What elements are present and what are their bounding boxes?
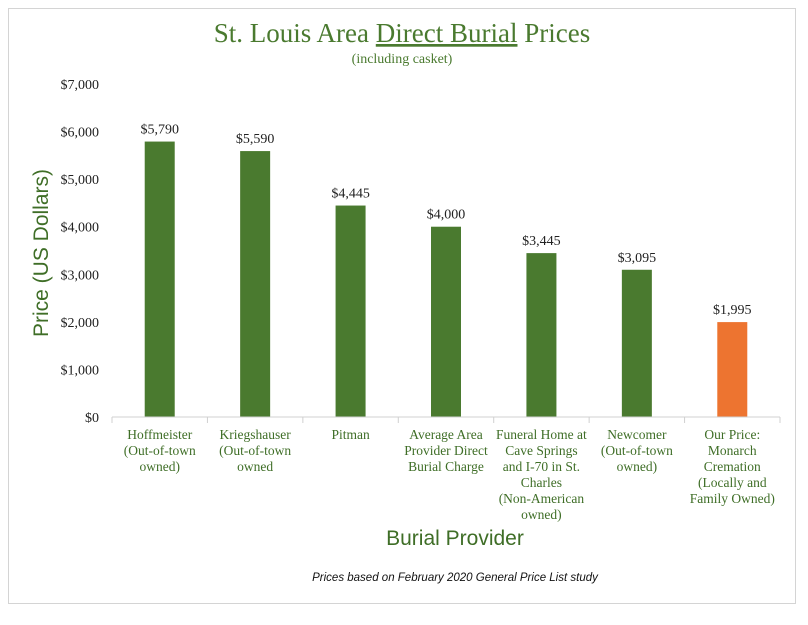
y-axis-title: Price (US Dollars) — [30, 169, 53, 337]
bar — [335, 205, 366, 417]
x-tick-label-line: Kriegshauser — [220, 427, 292, 442]
data-label: $3,445 — [522, 234, 561, 249]
x-tick-label-line: (Out-of-town — [601, 443, 673, 458]
x-tick-label-line: Average Area — [409, 427, 483, 442]
x-axis: Hoffmeister (Out-of-town owned)Kriegshause… — [111, 416, 781, 522]
x-tick-label-line: Provider Direct — [404, 443, 488, 458]
x-tick-label: Hoffmeister (Out-of-town owned) — [124, 427, 196, 474]
chart-title-part: Direct Burial — [376, 18, 518, 48]
x-tick-label: Kriegshauser (Out-of-town owned — [219, 427, 291, 474]
y-tick-label: $0 — [85, 411, 99, 426]
y-axis: $0 $1,000 $2,000 $3,000 $4,000 $5,000 $6,000 $7… — [61, 78, 100, 426]
x-tick-label-line: Pitman — [331, 427, 370, 442]
x-tick-label-line: and I-70 in St. — [503, 459, 580, 474]
x-tick-label-line: Hoffmeister — [127, 427, 192, 442]
x-tick-label-line: (Out-of-town — [124, 443, 196, 458]
x-tick-label-line: owned) — [521, 507, 562, 522]
y-tick-label: $6,000 — [61, 126, 100, 141]
x-tick-label-line: owned) — [617, 459, 658, 474]
x-tick-label-line: Burial Charge — [408, 459, 484, 474]
x-tick-label: Pitman — [331, 427, 370, 442]
y-tick-label: $3,000 — [61, 268, 100, 283]
x-tick-label-line: Family Owned) — [690, 491, 775, 506]
chart-title-part: St. Louis Area — [214, 18, 376, 48]
x-tick-label-line: (Locally and — [698, 475, 767, 490]
bar — [144, 141, 175, 417]
data-label: $5,590 — [236, 132, 275, 147]
x-tick-label-line: Cave Springs — [505, 443, 577, 458]
data-label: $4,000 — [427, 208, 466, 223]
data-label: $5,790 — [140, 123, 179, 138]
bar — [431, 226, 461, 417]
chart-subtitle: (including casket) — [352, 52, 453, 67]
x-tick-label-line: Cremation — [704, 459, 761, 474]
bar — [526, 253, 557, 417]
x-tick-label-line: Monarch — [708, 443, 757, 458]
y-tick-label: $4,000 — [61, 221, 100, 236]
bars: $5,790 $5,590 $4,445 $4,000 $3,445 $3,095 $1,9… — [140, 123, 752, 417]
chart-title-part: Prices — [517, 18, 590, 48]
x-axis-title: Burial Provider — [386, 527, 524, 550]
y-tick-label: $7,000 — [61, 78, 100, 93]
x-tick-label: Newcomer (Out-of-town owned) — [601, 427, 673, 474]
x-tick-label: Funeral Home at Cave Springs and I-70 in S… — [496, 427, 587, 522]
data-label: $3,095 — [618, 251, 657, 266]
x-tick-label-line: Our Price: — [704, 427, 760, 442]
x-tick-label-line: (Out-of-town — [219, 443, 291, 458]
data-label: $4,445 — [331, 187, 370, 202]
footnote: Prices based on February 2020 General Pr… — [312, 572, 599, 584]
bar — [717, 322, 748, 417]
y-tick-label: $5,000 — [61, 173, 100, 188]
bar — [621, 269, 652, 417]
x-tick-label: Our Price: Monarch Cremation (Locally and Fa… — [690, 427, 775, 506]
chart-title: St. Louis Area Direct Burial Prices — [214, 18, 590, 48]
y-tick-label: $1,000 — [61, 363, 100, 378]
x-tick-label-line: Newcomer — [607, 427, 667, 442]
x-tick-label-line: owned — [237, 459, 273, 474]
data-label: $1,995 — [713, 303, 752, 318]
x-tick-label-line: (Non-American — [499, 491, 585, 506]
x-tick-label-line: Charles — [521, 475, 562, 490]
x-tick-label-line: Funeral Home at — [496, 427, 587, 442]
x-tick-label-line: owned) — [139, 459, 180, 474]
bar — [240, 151, 271, 417]
x-tick-label: Average Area Provider Direct Burial Charge — [404, 427, 488, 474]
chart-frame — [8, 8, 796, 604]
y-tick-label: $2,000 — [61, 316, 100, 331]
